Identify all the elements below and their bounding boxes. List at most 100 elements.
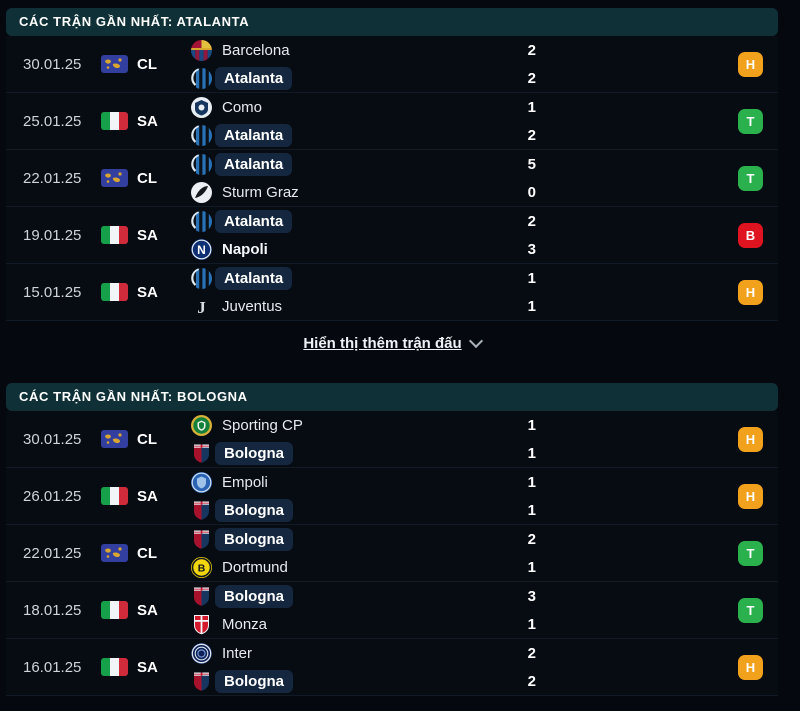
dortmund-logo-icon: B xyxy=(191,556,212,578)
team-name: Bologna xyxy=(215,441,293,465)
result-badge: T xyxy=(738,597,763,623)
team-line: Sporting CP 1 xyxy=(191,413,536,438)
team-name: Atalanta xyxy=(215,66,293,90)
competition: SA xyxy=(101,487,191,505)
match-row[interactable]: 18.01.25 SA Bologna 3 Monza 1 T xyxy=(6,582,778,639)
team-name: Atalanta xyxy=(215,152,293,176)
match-row[interactable]: 30.01.25 CL Sporting CP 1 Bologna 1 H xyxy=(6,411,778,468)
team-line: Empoli 1 xyxy=(191,470,536,495)
sporting-cp-logo-icon xyxy=(191,414,212,436)
team-name: Atalanta xyxy=(215,123,293,147)
result-badge: T xyxy=(738,108,763,134)
empoli-logo-icon xyxy=(191,471,212,493)
team-score: 2 xyxy=(527,212,536,230)
competition-label: SA xyxy=(137,658,158,676)
teams: Inter 2 Bologna 2 xyxy=(191,641,536,694)
match-date: 25.01.25 xyxy=(23,112,82,130)
team-score: 1 xyxy=(527,615,536,633)
team-score: 2 xyxy=(527,530,536,548)
competition-label: SA xyxy=(137,283,158,301)
team-line: Atalanta 2 xyxy=(191,209,536,234)
team-score: 2 xyxy=(527,41,536,59)
match-date: 16.01.25 xyxy=(23,658,82,676)
team-name: Bologna xyxy=(215,584,293,608)
team-score: 1 xyxy=(527,558,536,576)
sturm-graz-logo-icon xyxy=(191,181,212,203)
recent-matches-widget: CÁC TRẬN GẦN NHẤT: ATALANTA 30.01.25 CL … xyxy=(6,8,778,696)
team-line: J Juventus 1 xyxy=(191,294,536,319)
match-row[interactable]: 22.01.25 CL Atalanta 5 Sturm Graz 0 T xyxy=(6,150,778,207)
match-row[interactable]: 16.01.25 SA Inter 2 Bologna 2 H xyxy=(6,639,778,696)
match-date: 30.01.25 xyxy=(23,55,82,73)
team-name: Bologna xyxy=(215,527,293,551)
bologna-logo-icon xyxy=(191,443,212,464)
team-name: Sporting CP xyxy=(222,416,303,434)
world-flag-icon xyxy=(101,544,128,562)
team-name: Sturm Graz xyxy=(222,183,299,201)
atalanta-logo-icon xyxy=(191,210,212,232)
team-line: Sturm Graz 0 xyxy=(191,180,536,205)
result-badge: B xyxy=(738,222,763,248)
team-line: Bologna 1 xyxy=(191,498,536,523)
bologna-logo-icon xyxy=(191,586,212,607)
barcelona-logo-icon xyxy=(191,39,212,61)
result-badge: H xyxy=(738,279,763,305)
match-row[interactable]: 22.01.25 CL Bologna 2 B Dortmund 1 T xyxy=(6,525,778,582)
team-line: Atalanta 1 xyxy=(191,266,536,291)
show-more-row: Hiển thị thêm trận đấu xyxy=(6,321,778,365)
world-flag-icon xyxy=(101,55,128,73)
team-score: 1 xyxy=(527,444,536,462)
show-more-matches-link[interactable]: Hiển thị thêm trận đấu xyxy=(303,334,462,352)
teams: Atalanta 5 Sturm Graz 0 xyxy=(191,152,536,205)
result-badge: H xyxy=(738,654,763,680)
teams: Bologna 2 B Dortmund 1 xyxy=(191,527,536,580)
competition: SA xyxy=(101,283,191,301)
team-line: Bologna 2 xyxy=(191,527,536,552)
team-name: Bologna xyxy=(215,498,293,522)
result-badge: T xyxy=(738,165,763,191)
team-line: Bologna 2 xyxy=(191,669,536,694)
competition: CL xyxy=(101,544,191,562)
teams: Barcelona 2 Atalanta 2 xyxy=(191,38,536,91)
team-line: Monza 1 xyxy=(191,612,536,637)
match-row[interactable]: 19.01.25 SA Atalanta 2 N Napoli 3 B xyxy=(6,207,778,264)
team-line: Atalanta 2 xyxy=(191,123,536,148)
competition-label: SA xyxy=(137,226,158,244)
match-row[interactable]: 15.01.25 SA Atalanta 1 J Juventus 1 H xyxy=(6,264,778,321)
atalanta-logo-icon xyxy=(191,124,212,146)
team-name: Napoli xyxy=(222,240,268,258)
competition: SA xyxy=(101,658,191,676)
team-line: Inter 2 xyxy=(191,641,536,666)
atalanta-logo-icon xyxy=(191,267,212,289)
match-row[interactable]: 25.01.25 SA Como 1 Atalanta 2 T xyxy=(6,93,778,150)
teams: Sporting CP 1 Bologna 1 xyxy=(191,413,536,466)
match-date: 19.01.25 xyxy=(23,226,82,244)
result-badge: H xyxy=(738,51,763,77)
atalanta-logo-icon xyxy=(191,67,212,89)
chevron-down-icon[interactable] xyxy=(468,333,483,349)
competition-label: SA xyxy=(137,601,158,619)
monza-logo-icon xyxy=(191,614,212,635)
team-name: Monza xyxy=(222,615,268,633)
teams: Atalanta 1 J Juventus 1 xyxy=(191,266,536,319)
team-name: Bologna xyxy=(215,669,293,693)
team-line: Barcelona 2 xyxy=(191,38,536,63)
italy-flag-icon xyxy=(101,112,128,130)
match-row[interactable]: 30.01.25 CL Barcelona 2 Atalanta 2 H xyxy=(6,36,778,93)
world-flag-icon xyxy=(101,169,128,187)
juventus-logo-icon: J xyxy=(191,296,212,317)
team-name: Dortmund xyxy=(222,558,288,576)
italy-flag-icon xyxy=(101,226,128,244)
team-score: 0 xyxy=(527,183,536,201)
competition: SA xyxy=(101,112,191,130)
team-line: Como 1 xyxy=(191,95,536,120)
team-score: 1 xyxy=(527,501,536,519)
team-score: 2 xyxy=(527,672,536,690)
bologna-logo-icon xyxy=(191,671,212,692)
world-flag-icon xyxy=(101,430,128,448)
competition-label: CL xyxy=(137,544,157,562)
match-row[interactable]: 26.01.25 SA Empoli 1 Bologna 1 H xyxy=(6,468,778,525)
inter-logo-icon xyxy=(191,642,212,664)
svg-text:J: J xyxy=(197,298,206,317)
team-score: 5 xyxy=(527,155,536,173)
